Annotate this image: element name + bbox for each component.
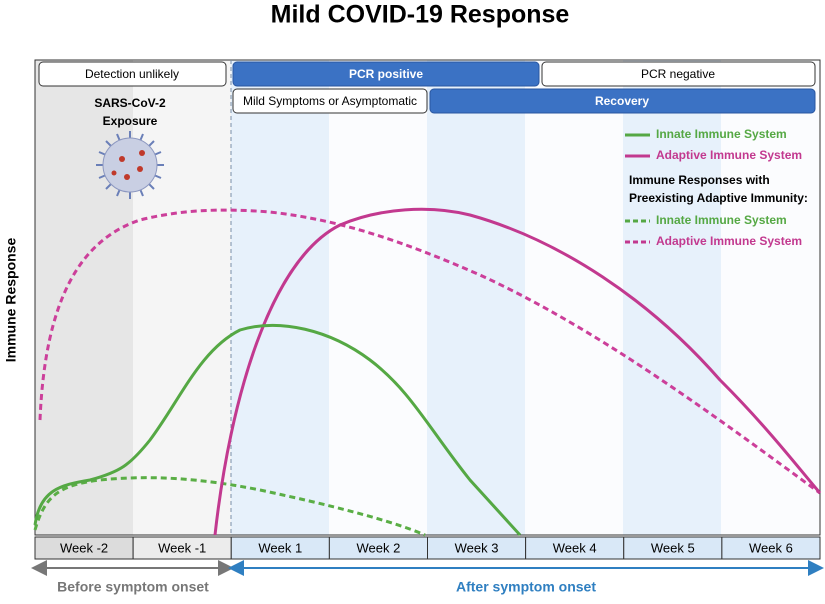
week-cell	[721, 536, 821, 560]
week-label: Week 1	[258, 540, 302, 555]
week-label: Week -1	[158, 540, 206, 555]
week-label: Week 3	[455, 540, 499, 555]
legend-heading: Immune Responses with	[629, 173, 770, 187]
legend-label: Innate Immune System	[656, 213, 787, 227]
legend-heading: Preexisting Adaptive Immunity:	[629, 191, 808, 205]
phase-label: Before symptom onset	[57, 579, 209, 595]
status-label: PCR positive	[349, 67, 423, 81]
title: Mild COVID-19 Response	[271, 1, 570, 29]
status-label: Detection unlikely	[85, 67, 179, 81]
week-label: Week 4	[553, 540, 597, 555]
week-label: Week 6	[749, 540, 793, 555]
exposure-label: Exposure	[103, 114, 158, 128]
week-label: Week 2	[357, 540, 401, 555]
status-label: Recovery	[595, 94, 649, 108]
legend-label: Adaptive Immune System	[656, 234, 802, 248]
legend-label: Innate Immune System	[656, 127, 787, 141]
y-axis-label: Immune Response	[3, 238, 19, 363]
exposure-label: SARS-CoV-2	[94, 96, 166, 110]
phase-arrows: Before symptom onset After symptom onset	[31, 560, 824, 595]
week-label: Week 5	[651, 540, 695, 555]
week-label: Week -2	[60, 540, 108, 555]
phase-label: After symptom onset	[456, 579, 596, 595]
week-row: Week -2 Week -1 Week 1 Week 2 Week 3 Week 4 We…	[34, 536, 821, 560]
legend: Innate Immune System Adaptive Immune Sys…	[625, 127, 808, 248]
virus-icon	[96, 131, 164, 199]
curves	[33, 207, 822, 537]
legend-label: Adaptive Immune System	[656, 148, 802, 162]
status-bars: Detection unlikely PCR positive PCR nega…	[38, 61, 816, 114]
status-label: PCR negative	[641, 67, 715, 81]
status-label: Mild Symptoms or Asymptomatic	[243, 94, 417, 108]
